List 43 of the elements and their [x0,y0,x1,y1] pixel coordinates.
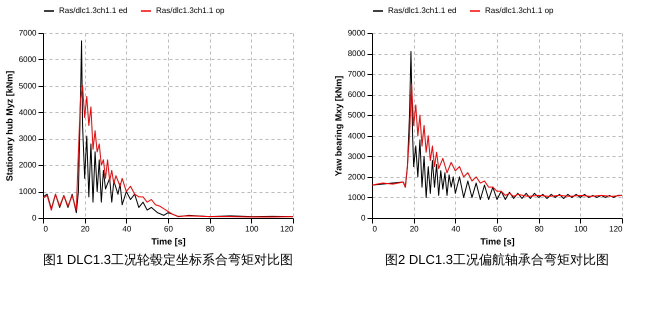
y-tick-label: 2000 [18,160,38,170]
x-axis-title: Time [s] [151,236,186,246]
x-tick-label: 40 [122,224,132,234]
text: 图2 DLC1.3工况偏航轴承合弯矩对比图 [385,252,609,267]
x-tick-label: 20 [80,224,90,234]
legend-label: Ras/dlc1.3ch1.1 op [485,6,554,15]
y-tick-label: 0 [32,214,38,222]
x-tick-label: 0 [44,224,48,234]
y-tick-label: 6000 [348,90,366,100]
x-tick-label: 100 [245,224,260,234]
y-tick-label: 5000 [348,110,366,120]
y-tick-label: 3000 [348,152,366,161]
x-tick-label: 20 [410,224,420,234]
x-tick-label: 120 [280,224,294,234]
legend-label: Ras/dlc1.3ch1.1 op [156,6,226,15]
legend-label: Ras/dlc1.3ch1.1 ed [59,6,128,15]
y-tick-label: 1000 [348,192,366,202]
x-tick-label: 100 [574,224,588,234]
y-tick-label: 6000 [18,54,38,64]
x-axis-title: Time [s] [480,236,515,246]
y-axis-title: Stationary hub Myz [kNm] [4,70,15,182]
y-tick-label: 9000 [348,28,366,38]
x-tick-label: 60 [164,224,174,234]
line-series [372,84,622,197]
x-tick-label: 0 [372,224,378,234]
y-tick-label: 8000 [348,49,366,58]
y-tick-label: 5000 [18,81,38,90]
x-tick-label: 80 [206,224,216,234]
x-tick-label: 80 [534,224,544,234]
y-tick-label: 2000 [348,172,366,182]
y-tick-label: 7000 [18,28,38,38]
y-tick-label: 4000 [18,108,38,117]
y-axis-title: Yaw bearing Mxy [kNm] [334,76,344,176]
y-tick-label: 1000 [18,187,38,196]
text: 图1 DLC1.3工况轮毂定坐标系合弯矩对比图 [43,252,293,267]
x-tick-label: 60 [493,224,502,234]
y-tick-label: 7000 [348,70,366,79]
x-tick-label: 120 [609,224,624,234]
y-tick-label: 3000 [18,134,38,144]
y-tick-label: 4000 [348,131,366,140]
legend-label: Ras/dlc1.3ch1.1 ed [388,6,456,15]
x-tick-label: 40 [451,224,461,234]
y-tick-label: 0 [361,214,366,222]
